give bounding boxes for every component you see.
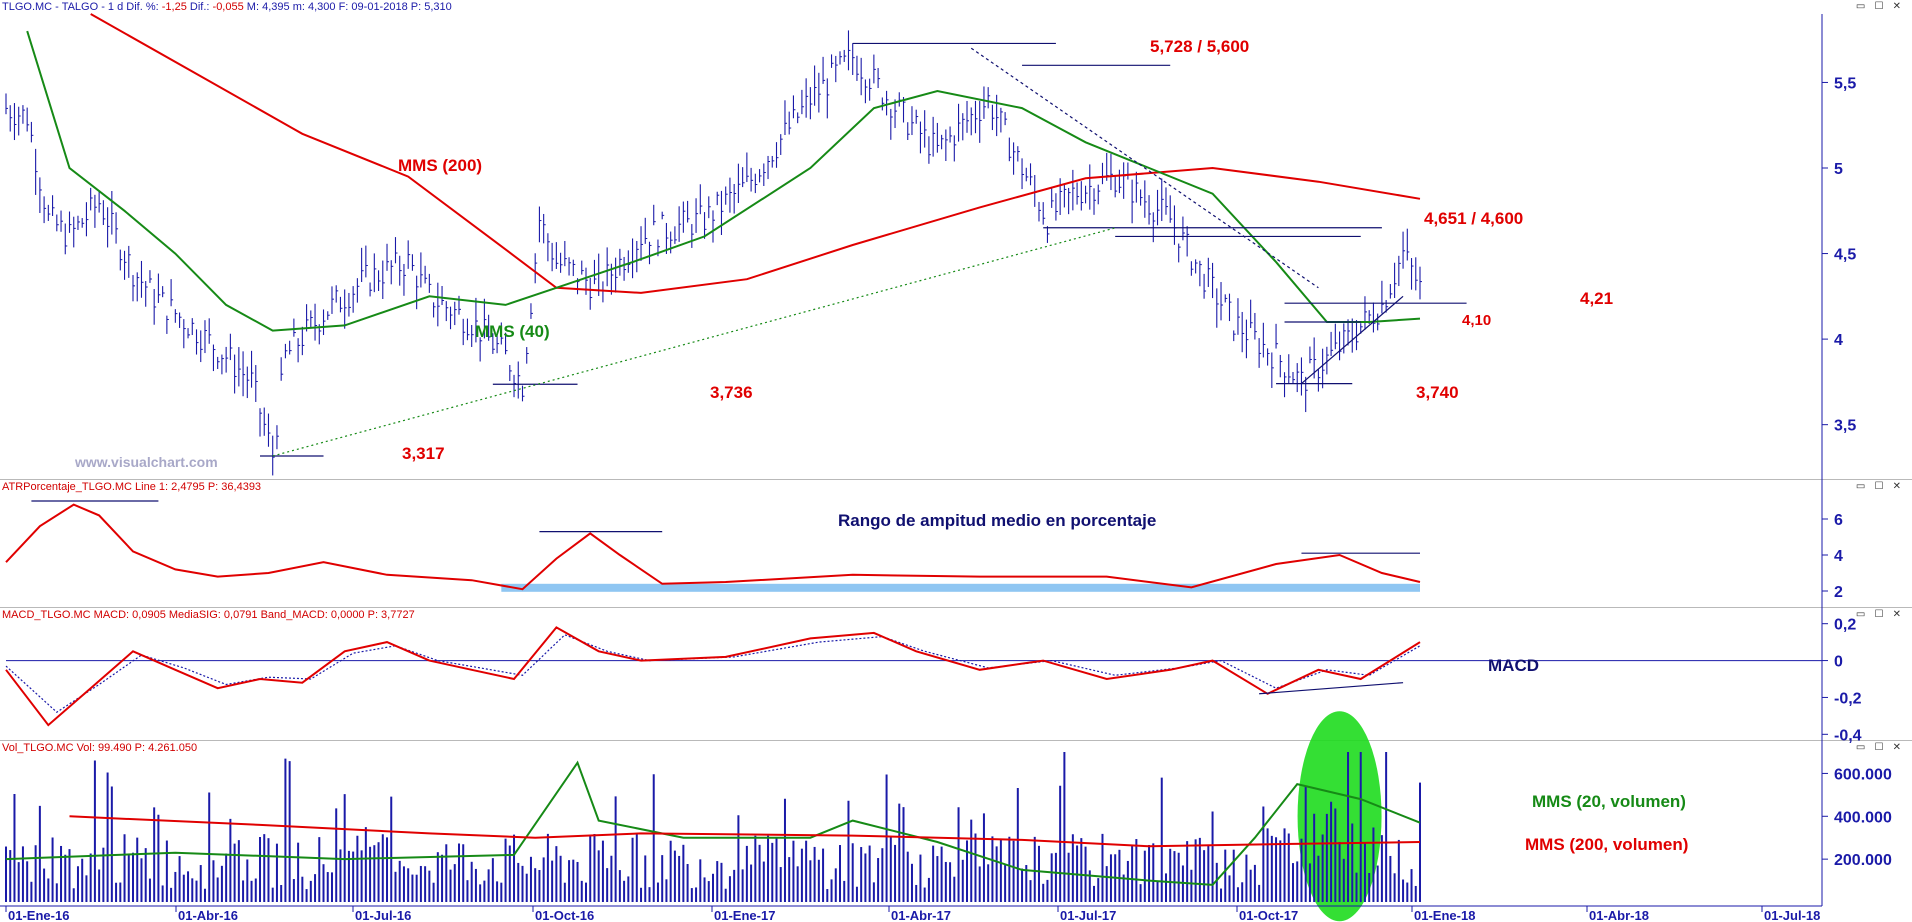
- x-tick-label: 01-Jul-17: [1060, 908, 1116, 922]
- macd-panel: MACD_TLGO.MC MACD: 0,0905 MediaSIG: 0,07…: [0, 607, 1912, 740]
- y-tick-label: 3,5: [1834, 418, 1856, 435]
- level-label: 3,740: [1416, 383, 1459, 402]
- trend-line: [272, 227, 1116, 457]
- volume-ma-line: [69, 815, 1421, 848]
- x-tick-label: 01-Abr-16: [178, 908, 238, 922]
- y-tick-label: 4,5: [1834, 247, 1856, 264]
- window-buttons[interactable]: ▭ ☐ ✕: [1855, 1, 1904, 12]
- y-tick-label: 4: [1834, 332, 1843, 349]
- axis-ticks: 3,5 4 4,5 5 5,5 2 4 6 0,2 0 -0,2 -0,4 200.000 400.000…: [0, 75, 1892, 922]
- macd-signal-line: [5, 634, 1421, 713]
- atr-annotation: Rango de ampitud medio en porcentaje: [838, 511, 1156, 530]
- window-buttons[interactable]: ▭ ☐ ✕: [1855, 742, 1904, 753]
- x-tick-label: 01-Jul-16: [355, 908, 411, 922]
- price-bars: [5, 30, 1422, 476]
- macd-annotation: MACD: [1488, 656, 1539, 675]
- atr-band-rect: [501, 583, 1420, 592]
- y-tick-label: 2: [1834, 584, 1843, 601]
- atr-panel-title: ATRPorcentaje_TLGO.MC Line 1: 2,4795 P: …: [2, 481, 262, 493]
- price-panel: TLGO.MC - TALGO - 1 d Dif. %: -1,25 Dif.…: [2, 1, 1904, 13]
- y-tick-label: 0,2: [1834, 617, 1856, 634]
- x-tick-label: 01-Ene-18: [1414, 908, 1475, 922]
- atr-line: [5, 503, 1421, 591]
- ma-line: [26, 30, 1421, 332]
- level-label: 3,317: [402, 444, 445, 463]
- x-tick-label: 01-Jul-18: [1764, 908, 1820, 922]
- level-label: 4,21: [1580, 289, 1613, 308]
- window-buttons[interactable]: ▭ ☐ ✕: [1855, 481, 1904, 492]
- vol20-annotation: MMS (20, volumen): [1532, 792, 1686, 811]
- volume-panel-title: Vol_TLGO.MC Vol: 99.490 P: 4.261.050: [2, 742, 198, 754]
- macd-panel-title: MACD_TLGO.MC MACD: 0,0905 MediaSIG: 0,07…: [2, 609, 415, 621]
- y-tick-label: 200.000: [1834, 852, 1892, 869]
- y-tick-label: 400.000: [1834, 809, 1892, 826]
- atr-band: [501, 583, 1420, 592]
- trend-line: [970, 47, 1319, 289]
- y-tick-label: -0,4: [1834, 727, 1862, 744]
- ma-line: [90, 13, 1421, 294]
- y-tick-label: 0: [1834, 654, 1843, 671]
- y-tick-label: -0,2: [1834, 690, 1862, 707]
- level-label: 3,736: [710, 383, 753, 402]
- y-tick-label: 4: [1834, 548, 1843, 565]
- x-tick-label: 01-Oct-16: [535, 908, 594, 922]
- x-tick-label: 01-Ene-17: [714, 908, 775, 922]
- macd-trend: [1259, 682, 1404, 695]
- y-tick-label: 5,5: [1834, 75, 1856, 92]
- x-tick-label: 01-Abr-18: [1589, 908, 1649, 922]
- x-tick-label: 01-Oct-17: [1239, 908, 1298, 922]
- y-tick-label: 5: [1834, 161, 1843, 178]
- macd-line: [5, 626, 1421, 727]
- level-label: 5,728 / 5,600: [1150, 37, 1249, 56]
- volume-ma-line: [5, 760, 1421, 886]
- x-tick-label: 01-Ene-16: [8, 908, 69, 922]
- level-label: 4,10: [1462, 312, 1491, 329]
- level-lines: [31, 42, 1467, 695]
- mms40-label: MMS (40): [475, 322, 550, 341]
- x-tick-label: 01-Abr-17: [891, 908, 951, 922]
- y-tick-label: 6: [1834, 512, 1843, 529]
- trend-line: [1301, 295, 1404, 385]
- watermark: www.visualchart.com: [74, 454, 218, 470]
- vol200-annotation: MMS (200, volumen): [1525, 835, 1688, 854]
- level-label: 4,651 / 4,600: [1424, 209, 1523, 228]
- volume-bars: [5, 711, 1421, 922]
- series-lines: [5, 13, 1822, 886]
- price-panel-title: TLGO.MC - TALGO - 1 d Dif. %: -1,25 Dif.…: [2, 1, 452, 13]
- mms200-label: MMS (200): [398, 156, 482, 175]
- y-tick-label: 600.000: [1834, 766, 1892, 783]
- window-buttons[interactable]: ▭ ☐ ✕: [1855, 609, 1904, 620]
